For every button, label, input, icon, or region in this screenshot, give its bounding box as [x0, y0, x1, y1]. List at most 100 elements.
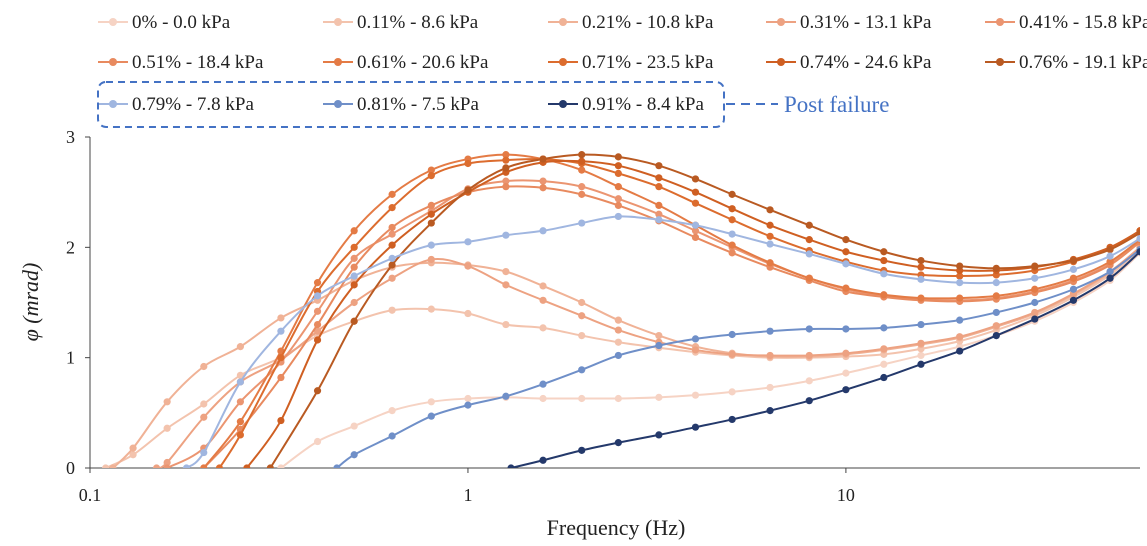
data-point	[691, 227, 700, 235]
legend-swatch-marker	[334, 18, 342, 26]
data-point	[1136, 234, 1140, 243]
legend-label: 0.31% - 13.1 kPa	[800, 12, 932, 33]
data-point	[427, 412, 435, 420]
series-0	[277, 249, 1140, 468]
data-point	[880, 291, 888, 299]
legend-item: 0.79% - 7.8 kPa	[98, 94, 254, 115]
data-point	[766, 383, 774, 392]
legend-swatch-marker	[996, 18, 1004, 26]
data-point	[728, 241, 736, 249]
data-point	[992, 308, 1000, 317]
data-point	[539, 227, 547, 235]
data-point	[539, 282, 547, 290]
data-point	[728, 350, 736, 358]
data-point	[691, 199, 700, 207]
data-point	[880, 270, 888, 278]
data-point	[200, 413, 208, 421]
data-point	[388, 241, 396, 249]
data-point	[539, 296, 547, 304]
data-point	[502, 177, 510, 185]
data-point	[243, 464, 251, 468]
data-point	[691, 175, 700, 183]
data-point	[1106, 258, 1114, 266]
data-point	[956, 294, 964, 302]
data-point	[614, 394, 622, 403]
legend-item: 0.61% - 20.6 kPa	[323, 52, 489, 73]
data-point	[1069, 285, 1078, 293]
data-point	[1106, 245, 1114, 254]
data-point	[464, 186, 472, 194]
post-failure-group-box	[97, 81, 725, 128]
legend-swatch-marker	[559, 100, 567, 108]
data-point	[956, 272, 964, 280]
data-point	[614, 201, 622, 210]
data-point	[427, 398, 435, 406]
data-point	[1031, 315, 1039, 323]
legend-label: 0.41% - 15.8 kPa	[1019, 12, 1147, 33]
series-2	[109, 243, 1140, 468]
data-point	[880, 256, 888, 265]
legend-item: 0% - 0.0 kPa	[98, 12, 231, 33]
legend-item: 0.11% - 8.6 kPa	[323, 12, 479, 33]
data-point	[236, 371, 245, 379]
series-line	[112, 246, 1140, 468]
data-point	[917, 256, 925, 265]
x-tick-label: 10	[837, 485, 855, 505]
data-point	[842, 248, 850, 256]
data-point	[464, 394, 472, 403]
data-point	[805, 250, 813, 258]
y-tick-label: 0	[66, 458, 75, 478]
data-point	[539, 456, 547, 464]
data-point	[842, 236, 850, 244]
data-point	[350, 422, 358, 430]
legend-swatch-marker	[996, 58, 1004, 66]
series-layer	[102, 151, 1140, 468]
series-11	[333, 245, 1140, 468]
data-point	[917, 294, 925, 302]
data-point	[350, 451, 358, 459]
data-point	[350, 281, 358, 289]
y-tick-label: 2	[66, 237, 75, 257]
legend-swatch-marker	[109, 18, 117, 26]
data-point	[163, 398, 171, 406]
data-point	[313, 437, 322, 446]
data-point	[614, 439, 622, 447]
data-point	[350, 254, 358, 262]
legend-swatch-marker	[559, 58, 567, 66]
data-point	[614, 195, 622, 203]
data-point	[917, 320, 925, 329]
data-point	[578, 151, 586, 159]
data-point	[502, 156, 510, 164]
series-line	[156, 246, 1140, 468]
data-point	[578, 394, 586, 403]
data-point	[880, 248, 888, 256]
data-point	[1031, 262, 1039, 270]
data-point	[691, 233, 700, 242]
data-point	[728, 249, 736, 257]
data-point	[728, 205, 736, 213]
x-axis-label: Frequency (Hz)	[547, 515, 686, 540]
data-point	[464, 159, 472, 168]
legend-item: 0.21% - 10.8 kPa	[548, 12, 714, 33]
data-point	[766, 259, 774, 267]
data-point	[1136, 248, 1140, 256]
data-point	[236, 398, 245, 406]
data-point	[388, 306, 396, 314]
data-point	[502, 231, 510, 239]
data-point	[691, 423, 700, 431]
data-point	[917, 351, 925, 360]
series-line	[336, 248, 1140, 468]
data-point	[614, 316, 622, 324]
data-point	[805, 236, 813, 244]
data-point	[266, 464, 274, 468]
data-point	[691, 346, 700, 354]
data-point	[464, 238, 472, 246]
legend-item: 0.91% - 8.4 kPa	[548, 94, 704, 115]
data-point	[502, 164, 510, 172]
legend-label: 0.61% - 20.6 kPa	[357, 52, 489, 73]
data-point	[539, 324, 547, 332]
data-point	[842, 325, 850, 333]
data-point	[200, 464, 208, 468]
data-point	[614, 326, 622, 334]
data-point	[1106, 252, 1114, 260]
